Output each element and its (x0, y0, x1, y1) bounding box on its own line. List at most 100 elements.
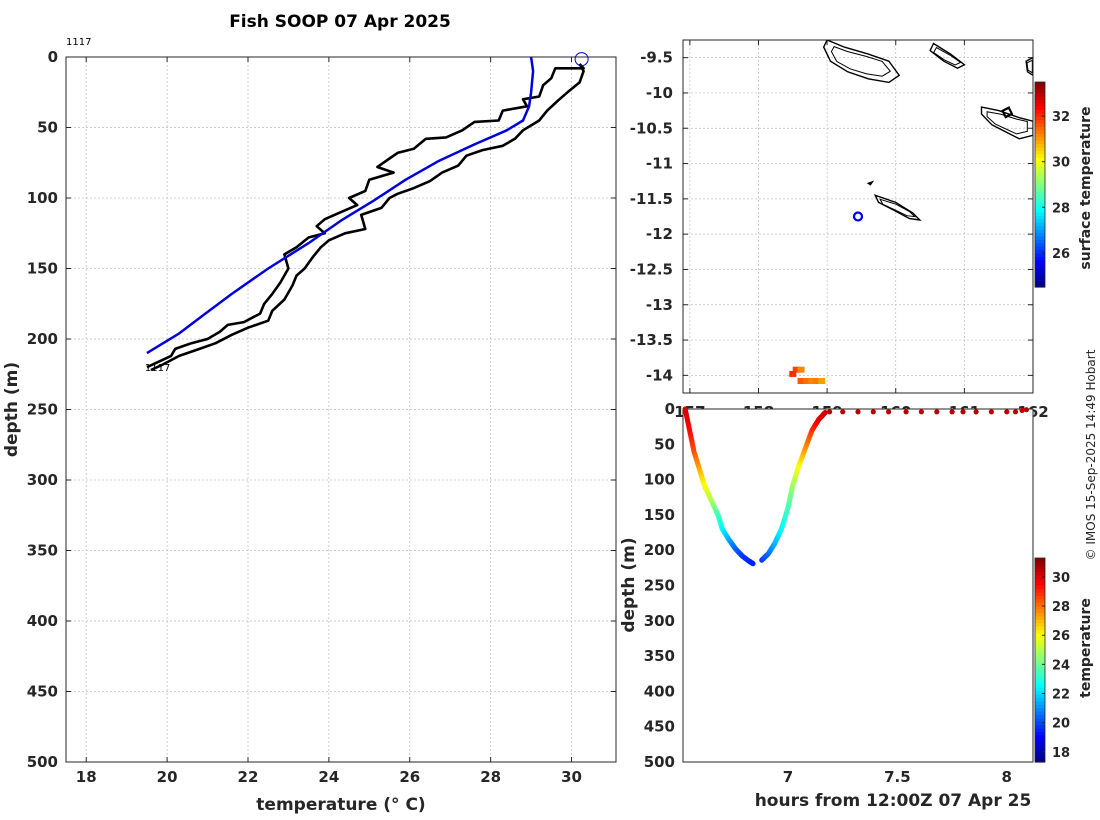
colorbar-segment (1035, 755, 1045, 760)
colorbar-segment (1035, 643, 1045, 647)
track-sst-cell (797, 377, 805, 384)
track-sst-cell (808, 377, 816, 384)
y-tick-label: 350 (27, 542, 58, 560)
y-tick-label: 400 (644, 682, 675, 700)
colorbar-segment (1035, 700, 1045, 705)
colorbar-segment (1035, 677, 1045, 681)
coastline-contour (1002, 108, 1012, 117)
y-axis-label: depth (m) (619, 537, 639, 632)
colorbar-segment (1035, 707, 1045, 712)
y-tick-label: 0 (665, 400, 675, 418)
surface-point (1023, 407, 1029, 413)
colorbar-segment (1035, 269, 1045, 274)
colorbar-segment (1035, 721, 1045, 726)
coastline (873, 194, 922, 221)
coastline-contour (933, 46, 962, 66)
coastline (1001, 106, 1014, 119)
colorbar-segment (1035, 605, 1045, 610)
colorbar-segment (1035, 102, 1045, 107)
x-tick-label: 26 (399, 768, 420, 786)
colorbar-segment (1035, 738, 1045, 743)
colorbar-tick-label: 26 (1052, 247, 1070, 262)
colorbar-segment (1035, 670, 1045, 675)
y-tick-label: 450 (27, 683, 58, 701)
colorbar-segment (1035, 748, 1045, 753)
track-sst-cell (813, 377, 821, 384)
colorbar-segment (1035, 690, 1045, 695)
y-tick-label: 250 (27, 401, 58, 419)
colorbar-segment (1035, 259, 1045, 264)
colorbar-label: temperature (1078, 598, 1094, 698)
surface-point (960, 409, 966, 415)
colorbar-segment (1035, 660, 1045, 664)
colorbar-segment (1035, 164, 1045, 169)
colorbar-segment (1035, 201, 1045, 206)
time-depth-panel: 7 7.5 8 0 50 100 150 200 250 300 350 400 450 500 18 20 2… (619, 400, 1094, 811)
lat-tick-label: -9.5 (640, 49, 673, 67)
y-tick-label: 150 (27, 260, 58, 278)
lat-tick-label: -11.5 (630, 190, 673, 208)
x-axis-label: temperature (° C) (256, 795, 425, 815)
y-tick-label: 500 (27, 753, 58, 771)
y-tick-label: 100 (27, 189, 58, 207)
colorbar-segment (1035, 208, 1045, 213)
colorbar-segment (1035, 85, 1045, 90)
surface-point (1004, 409, 1010, 415)
profile-panel: 18 20 22 24 26 28 3005010015020025030035040045… (2, 37, 617, 815)
track-sst-cell (797, 366, 805, 373)
colorbar-segment (1035, 266, 1045, 271)
lat-tick-label: -10 (646, 84, 673, 102)
colorbar-segment (1035, 133, 1045, 138)
surface-point (973, 409, 979, 415)
x-axis-label: hours from 12:00Z 07 Apr 25 (755, 791, 1032, 811)
colorbar-segment (1035, 656, 1045, 661)
figure-title: Fish SOOP 07 Apr 2025 (229, 12, 451, 32)
colorbar-segment (1035, 758, 1045, 763)
lat-tick-label: -11 (646, 155, 673, 173)
colorbar-segment (1035, 731, 1045, 736)
series-line-climatology (146, 56, 535, 355)
colorbar-segment (1035, 181, 1045, 186)
colorbar-segment (1035, 126, 1045, 131)
colorbar-segment (1035, 564, 1045, 569)
cast-point (750, 561, 756, 567)
cast-point (822, 409, 828, 416)
colorbar-label: surface temperature (1078, 106, 1094, 269)
coastline (1025, 56, 1033, 77)
y-tick-label: 500 (644, 753, 675, 771)
colorbar-tick-label: 30 (1052, 571, 1070, 586)
lat-tick-label: -10.5 (630, 119, 673, 137)
y-tick-label: 250 (644, 577, 675, 595)
series-line-down-cast (146, 63, 585, 369)
colorbar-segment (1035, 615, 1045, 620)
track-sst-cell (792, 366, 800, 373)
colorbar-segment (1035, 222, 1045, 227)
colorbar-segment (1035, 187, 1045, 192)
surface-point (903, 409, 909, 415)
colorbar-segment (1035, 734, 1045, 739)
colorbar-segment (1035, 143, 1045, 148)
track-sst-cell (818, 377, 826, 384)
colorbar-segment (1035, 95, 1045, 100)
map-frame (682, 39, 1034, 394)
surface-point (934, 409, 940, 415)
colorbar-segment (1035, 568, 1045, 573)
colorbar-segment (1035, 153, 1045, 158)
colorbar-segment (1035, 276, 1045, 281)
colorbar-segment (1035, 632, 1045, 637)
y-tick-label: 300 (27, 471, 58, 489)
track-sst-cell (803, 377, 811, 384)
x-tick-label: 7.5 (884, 768, 911, 786)
y-tick-label: 0 (48, 48, 58, 66)
colorbar-segment (1035, 697, 1045, 702)
coastline-contour (867, 181, 874, 185)
plot-background (683, 409, 1033, 762)
colorbar-segment (1035, 246, 1045, 251)
profile-id-label: 1117 (145, 363, 170, 374)
colorbar-segment (1035, 728, 1045, 732)
colorbar-tick-label: 24 (1052, 658, 1070, 673)
colorbar-segment (1035, 92, 1045, 97)
colorbar-segment (1035, 194, 1045, 199)
x-tick-label: 20 (157, 768, 178, 786)
